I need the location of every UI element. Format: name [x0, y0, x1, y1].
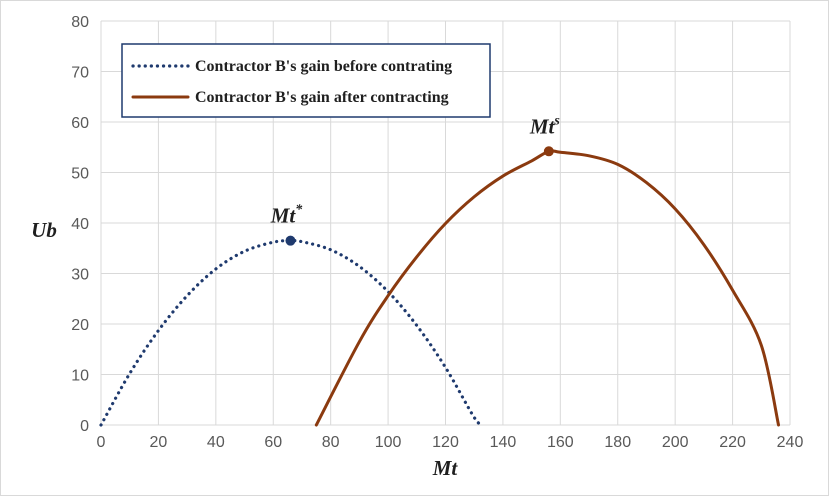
- optimum-point-before: [285, 235, 296, 246]
- annotation-markers: Mt* Mts: [270, 113, 561, 246]
- x-tick-label: 220: [719, 434, 746, 451]
- optimum-point-after: [543, 146, 554, 157]
- x-axis-ticks: 0 20 40 60 80 100 120 140 160 180 200 220 240: [97, 434, 804, 451]
- x-tick-label: 20: [150, 434, 168, 451]
- x-tick-label: 160: [547, 434, 574, 451]
- label-mt-s: Mts: [529, 113, 561, 138]
- y-tick-label: 40: [71, 216, 89, 233]
- y-tick-label: 20: [71, 317, 89, 334]
- legend-label-before: Contractor B's gain before contrating: [195, 58, 452, 75]
- y-tick-label: 0: [80, 418, 89, 435]
- legend: Contractor B's gain before contrating Co…: [121, 43, 491, 118]
- x-tick-label: 240: [777, 434, 804, 451]
- x-tick-label: 200: [662, 434, 689, 451]
- x-tick-label: 0: [97, 434, 106, 451]
- y-tick-label: 10: [71, 368, 89, 385]
- x-tick-label: 40: [207, 434, 225, 451]
- y-tick-label: 30: [71, 267, 89, 284]
- series-line-before: [99, 238, 485, 427]
- x-tick-label: 180: [604, 434, 631, 451]
- legend-label-after: Contractor B's gain after contracting: [195, 89, 449, 106]
- y-axis-ticks: 0 10 20 30 40 50 60 70 80: [71, 14, 89, 435]
- y-axis-title: Ub: [31, 218, 57, 242]
- y-tick-label: 70: [71, 65, 89, 82]
- x-tick-label: 140: [490, 434, 517, 451]
- y-tick-label: 50: [71, 166, 89, 183]
- x-tick-label: 80: [322, 434, 340, 451]
- y-tick-label: 60: [71, 115, 89, 132]
- y-tick-label: 80: [71, 14, 89, 31]
- series-lines: [99, 149, 781, 427]
- x-axis-title: Mt: [432, 456, 459, 480]
- x-tick-label: 60: [264, 434, 282, 451]
- label-mt-star: Mt*: [270, 203, 304, 228]
- x-tick-label: 120: [432, 434, 459, 451]
- x-tick-label: 100: [375, 434, 402, 451]
- legend-box: [121, 43, 491, 118]
- series-line-after: [314, 149, 781, 427]
